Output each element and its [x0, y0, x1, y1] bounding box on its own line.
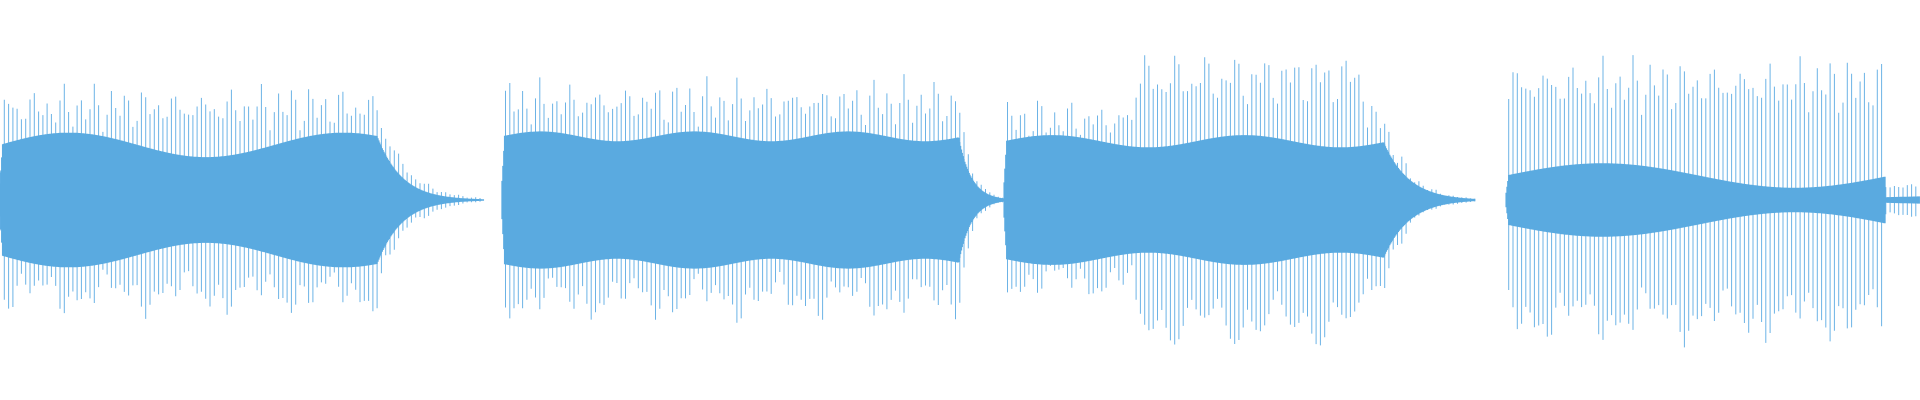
- audio-clip: [1003, 55, 1476, 346]
- audio-clip: [501, 74, 1007, 323]
- audio-clip: [1505, 55, 1920, 348]
- waveform-body: [1003, 135, 1476, 265]
- waveform-body: [0, 132, 485, 268]
- waveform-body: [501, 131, 1007, 269]
- waveform-body: [1505, 163, 1920, 237]
- audio-clip: [0, 83, 485, 319]
